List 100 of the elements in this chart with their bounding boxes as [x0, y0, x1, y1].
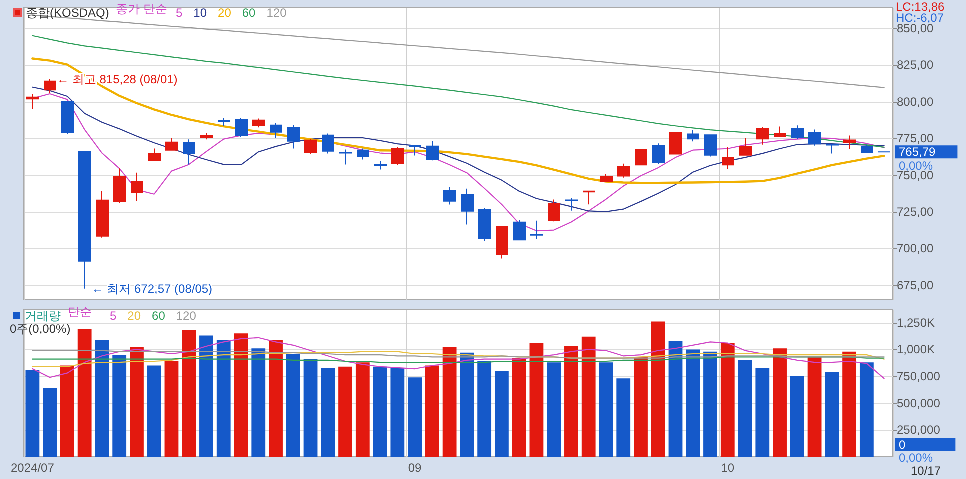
bar — [478, 362, 492, 457]
candlestick — [131, 172, 143, 202]
bar — [321, 368, 336, 457]
candlestick — [252, 118, 265, 128]
bar — [599, 362, 614, 457]
bar — [95, 340, 110, 457]
bar — [860, 362, 874, 457]
candlestick — [861, 144, 873, 154]
candlestick — [635, 150, 647, 166]
candlestick — [617, 163, 630, 178]
bar — [530, 343, 544, 457]
annotation: 0주(0,00%) — [10, 322, 71, 336]
bar — [356, 362, 370, 457]
bar — [304, 359, 318, 457]
bar — [790, 376, 804, 457]
candlestick — [26, 93, 39, 110]
candlestick — [843, 135, 856, 150]
y-tick-label: 250,000 — [897, 423, 941, 438]
text: 60 — [152, 309, 166, 323]
bar — [808, 357, 822, 457]
candlestick — [61, 100, 74, 135]
bar — [634, 357, 648, 457]
line-series — [32, 86, 885, 213]
candlestick — [774, 126, 786, 138]
text: 20 — [128, 309, 142, 323]
bar — [564, 346, 578, 457]
text: 20 — [218, 6, 232, 20]
legend-title: 단순 — [68, 305, 92, 319]
candlestick — [739, 138, 752, 156]
candlestick — [652, 143, 665, 165]
bar — [547, 362, 562, 457]
candlestick — [756, 126, 769, 146]
candlestick — [78, 151, 91, 290]
candlestick — [426, 140, 439, 162]
bar — [234, 334, 248, 457]
y-tick-label: 1,000K — [897, 342, 936, 357]
bar — [112, 355, 127, 457]
text: HC:-6,07 — [896, 11, 944, 25]
bar — [390, 368, 405, 457]
y-tick-label: 675,00 — [897, 278, 934, 292]
legend-label: 거래량 — [25, 309, 61, 323]
candlestick — [722, 146, 734, 170]
line-series — [32, 337, 885, 380]
candlestick — [808, 129, 821, 146]
candlestick — [287, 124, 300, 150]
candlestick — [374, 160, 387, 170]
bar — [269, 340, 283, 457]
candlestick — [478, 208, 491, 242]
bar — [408, 378, 422, 457]
y-tick-label: 800,00 — [897, 94, 934, 109]
text: 10/17 — [911, 464, 942, 478]
bar — [704, 352, 718, 457]
bar — [651, 322, 666, 457]
bar — [60, 366, 74, 457]
y-tick-label: 725,00 — [897, 204, 934, 219]
candlestick — [409, 145, 421, 156]
candlestick — [443, 186, 456, 206]
bar — [773, 348, 787, 457]
candlestick — [270, 122, 282, 139]
candlestick — [704, 134, 717, 158]
y-tick-label: 775,00 — [897, 132, 934, 146]
text: 0,00% — [899, 451, 934, 465]
text: 765,79 — [899, 145, 936, 160]
candlestick — [583, 190, 595, 206]
bar — [130, 348, 144, 457]
bar — [616, 378, 631, 457]
bar — [164, 362, 179, 457]
bar — [442, 348, 457, 457]
y-tick-label: 750,000 — [897, 370, 941, 384]
bar — [825, 372, 840, 457]
y-tick-label: 500,000 — [897, 396, 941, 410]
candlestick — [44, 78, 56, 94]
bar — [720, 343, 735, 457]
bar — [43, 388, 58, 457]
candlestick — [322, 133, 334, 154]
line-series — [32, 35, 885, 148]
x-tick-label: 2024/07 — [10, 461, 55, 475]
bar — [756, 368, 770, 457]
bar — [252, 348, 266, 457]
candlestick — [496, 226, 508, 260]
text: LC:13,86 — [896, 0, 946, 14]
candlestick — [148, 148, 161, 162]
bar — [338, 366, 352, 457]
candlestick — [183, 139, 195, 166]
bar — [26, 370, 40, 457]
candlestick — [826, 144, 839, 154]
candlestick — [600, 173, 613, 182]
bar — [78, 329, 92, 457]
candlestick — [669, 132, 682, 155]
candlestick — [513, 220, 526, 241]
candlestick — [530, 220, 543, 240]
candlestick — [304, 138, 317, 154]
candlestick — [339, 149, 352, 166]
candlestick — [391, 146, 404, 166]
bar — [286, 354, 300, 457]
x-tick-label: 09 — [408, 461, 422, 475]
bar — [668, 341, 683, 457]
y-tick-label: 1,250K — [897, 316, 936, 330]
legend-label: 종합(KOSDAQ) — [26, 6, 110, 20]
annotation: ← 최저 672,57 (08/05) — [92, 282, 213, 296]
